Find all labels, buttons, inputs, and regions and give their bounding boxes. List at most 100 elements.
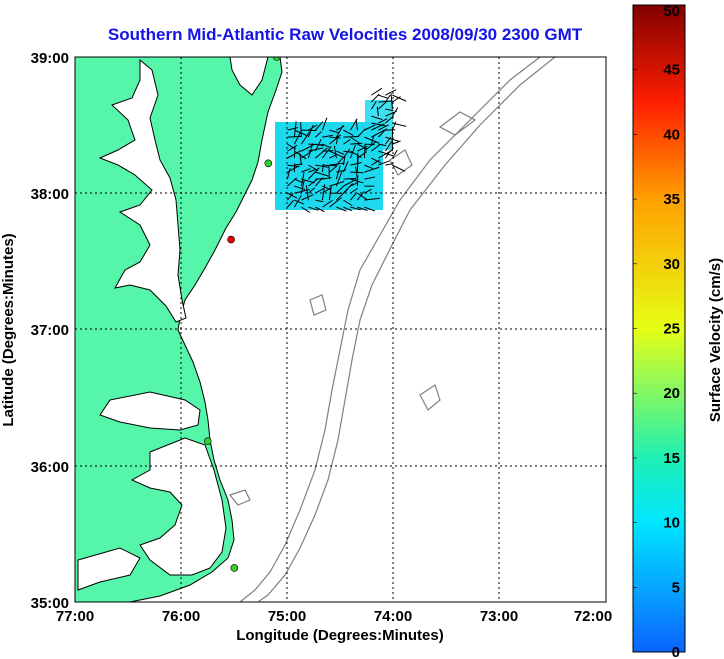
velocity-vector [384,150,391,159]
velocity-vector [293,121,297,138]
radar-site-marker [230,564,239,572]
velocity-vector [355,166,358,180]
colorbar-tick-label: 20 [663,385,680,402]
velocity-vector [364,140,377,152]
velocity-vector [329,129,339,134]
velocity-vector [378,128,387,138]
velocity-vector [329,136,341,139]
velocity-vector [308,178,319,187]
colorbar-tick-label: 10 [663,515,680,532]
velocity-vector [371,122,388,127]
velocity-vector [350,193,357,201]
map-frame [74,56,607,603]
velocity-vector [384,140,393,152]
velocity-vector [364,188,372,194]
colorbar-ticks: 0 5 10 15 20 25 30 35 40 45 50 [633,3,685,659]
velocity-vector [350,162,362,166]
colorbar-tick-label: 50 [663,3,680,20]
radar-site-marker [227,235,235,244]
velocity-vector [371,93,380,103]
bathymetry-contours [228,57,556,602]
colorbar-tick-label: 15 [663,450,680,467]
velocity-vector [357,128,366,138]
lon-tick-label: 73:00 [480,608,518,625]
velocity-vector [355,119,358,131]
velocity-vector [350,206,361,211]
velocity-vector [301,150,313,159]
velocity-vector [307,143,314,159]
velocity-vector [287,200,294,208]
velocity-vector [371,157,382,164]
velocity-vector [299,153,302,166]
velocity-vectors [286,87,407,213]
velocity-vector [371,143,381,152]
velocity-vector [378,100,388,110]
velocity-vector [294,185,306,190]
river-estuary [77,547,141,591]
velocity-vector [364,124,376,131]
velocity-vector [301,168,311,173]
velocity-vector [333,145,337,159]
velocity-vector [363,144,366,159]
velocity-vector [315,199,324,203]
lon-tick-label: 72:00 [574,608,612,625]
velocity-vector [356,156,359,173]
velocity-vector [315,121,324,131]
velocity-vector [350,187,358,194]
velocity-vector [392,96,401,103]
velocity-vector [314,139,322,152]
lat-ticks: 35:00 36:00 37:00 38:00 39:00 [31,50,69,612]
velocity-vector [391,107,399,117]
velocity-vector [315,188,324,194]
lon-tick-label: 76:00 [162,608,200,625]
velocity-vector [392,140,401,145]
velocity-vector [343,199,353,207]
velocity-vector [385,115,394,124]
velocity-vector [300,180,305,194]
velocity-vector [350,142,363,145]
velocity-vector [308,187,316,194]
velocity-vector [357,191,365,201]
velocity-vector [287,177,298,187]
velocity-vector [390,93,393,110]
delaware-bay [229,57,269,96]
velocity-vector [370,101,377,110]
y-axis-label: Latitude (Degrees:Minutes) [0,233,17,426]
velocity-vector [385,89,397,96]
velocity-vector [336,150,345,155]
velocity-vector [315,177,323,187]
velocity-vector [378,124,389,131]
velocity-vector [364,166,380,173]
velocity-vector [385,163,394,166]
velocity-vector [300,172,305,187]
velocity-vector [384,94,391,103]
velocity-vector [357,192,368,201]
velocity-vector [364,164,374,170]
velocity-vector [336,186,344,194]
velocity-vector [308,164,319,172]
pamlico-sound [130,437,227,576]
velocity-vector [364,136,380,144]
velocity-vector [342,155,346,166]
velocity-vector [357,151,368,159]
velocity-vector [343,178,357,187]
chesapeake-bay [98,58,187,323]
velocity-vector [343,129,354,136]
velocity-vector [349,144,357,159]
velocity-vector [392,164,406,172]
velocity-vector [287,192,294,201]
lon-tick-label: 77:00 [56,608,94,625]
colorbar-tick-label: 30 [663,256,680,273]
radar-site-marker [264,159,273,168]
velocity-vector [343,135,360,138]
velocity-vector [350,178,364,184]
velocity-vector [301,206,311,213]
velocity-vector [376,106,379,117]
velocity-vector [335,134,339,145]
velocity-vector [305,185,309,201]
velocity-vector [350,181,359,187]
velocity-vector [371,123,385,131]
velocity-vector [336,156,345,166]
colorbar-tick-label: 45 [663,62,680,79]
